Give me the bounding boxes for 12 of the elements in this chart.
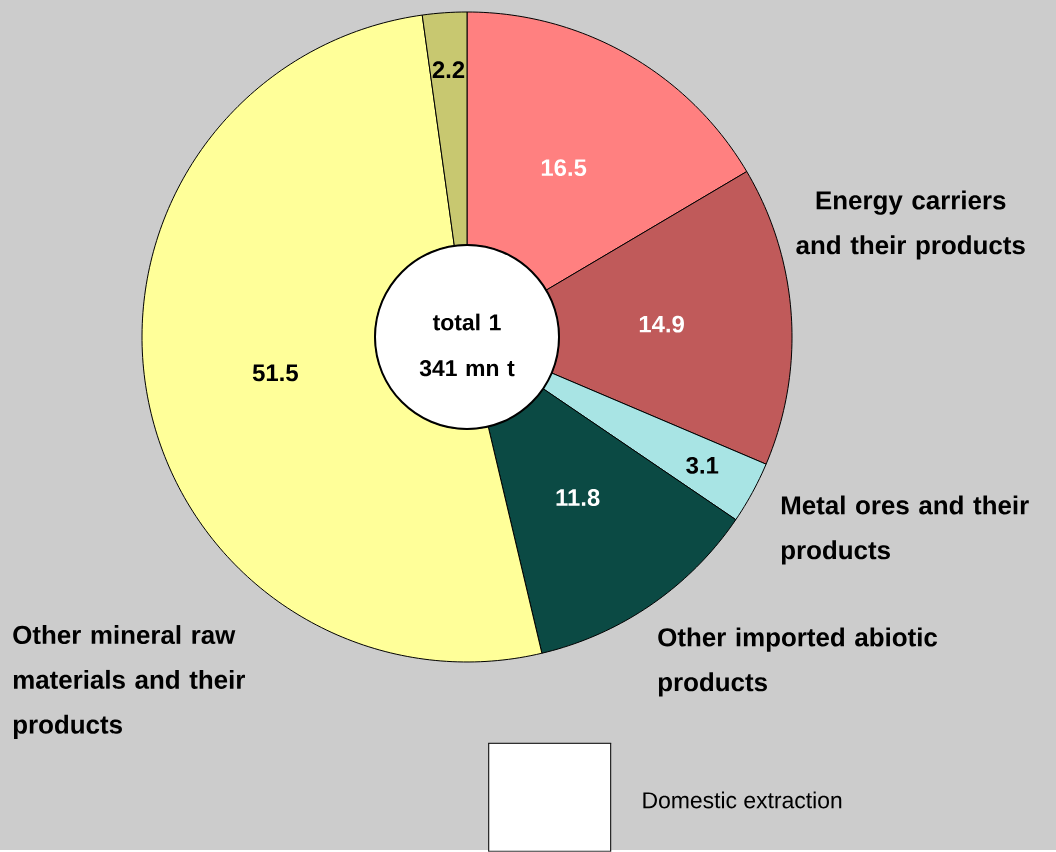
slice-label: Metal ores and their products	[781, 495, 1029, 565]
data-label: 3.1	[686, 456, 719, 474]
slice-label: Other mineral raw materials and their products	[13, 625, 245, 739]
slice-label: Energy carriers and their products	[796, 190, 1025, 260]
data-label: 2.2	[432, 61, 465, 79]
slice-label: Other imported abiotic products	[658, 627, 938, 697]
text: total 1 341 mn t	[419, 313, 515, 377]
data-label: 51.5	[252, 364, 298, 382]
data-label: 11.8	[556, 489, 600, 507]
text: Domestic extraction	[643, 791, 842, 809]
data-label: 16.5	[541, 159, 587, 177]
data-label: 14.9	[639, 315, 684, 333]
